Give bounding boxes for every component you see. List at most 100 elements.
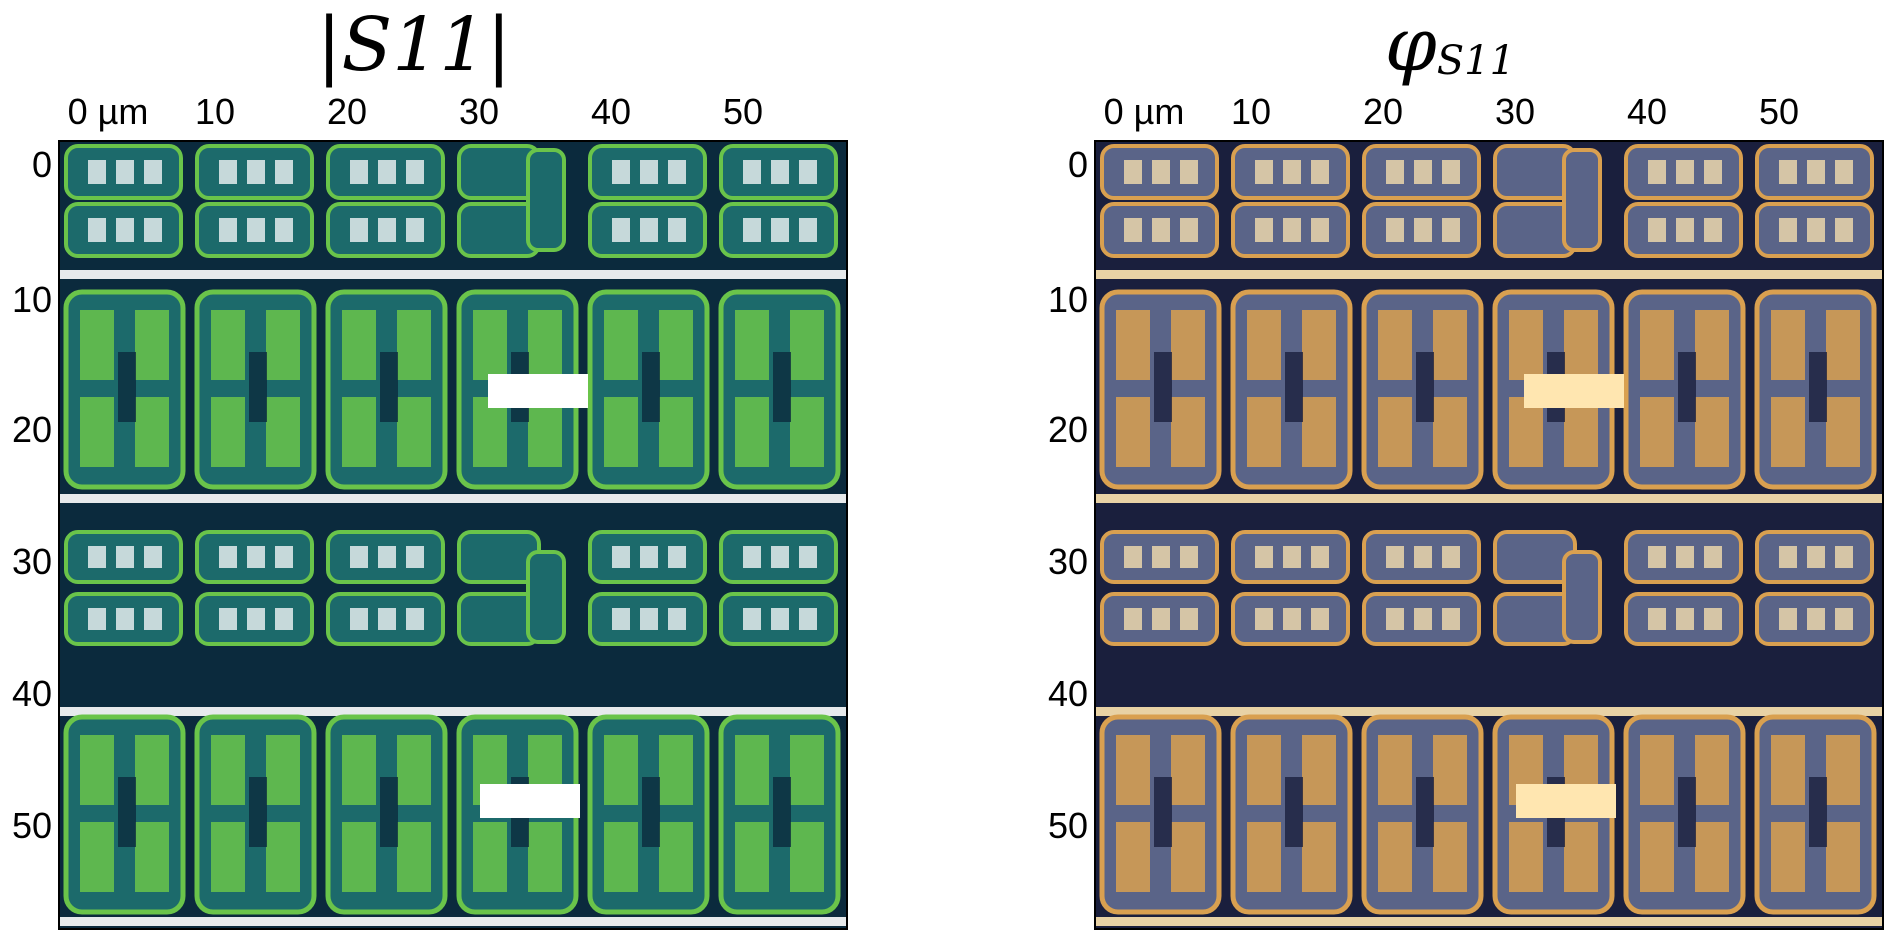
cell-contact bbox=[219, 160, 237, 184]
cell-contact bbox=[1835, 546, 1853, 568]
cell-contact bbox=[735, 397, 769, 467]
cell-contact bbox=[1116, 822, 1150, 892]
cell-contact bbox=[1433, 397, 1467, 467]
cell-contact bbox=[668, 218, 686, 242]
cell-contact bbox=[1255, 160, 1273, 184]
cell-gap bbox=[1154, 777, 1172, 847]
cell-contact bbox=[144, 608, 162, 630]
cell-contact bbox=[1180, 160, 1198, 184]
cell-contact bbox=[350, 160, 368, 184]
magnitude-image bbox=[58, 140, 848, 930]
cell-contact bbox=[342, 310, 376, 380]
cell-gap bbox=[1416, 352, 1434, 422]
cell-contact bbox=[735, 310, 769, 380]
cell-contact bbox=[88, 218, 106, 242]
cell-contact bbox=[1247, 822, 1281, 892]
cell-contact bbox=[1171, 310, 1205, 380]
cell-contact bbox=[1648, 218, 1666, 242]
cell-contact bbox=[668, 160, 686, 184]
x-tick: 50 bbox=[722, 91, 764, 132]
cell-gap bbox=[380, 777, 398, 847]
cell-contact bbox=[1180, 218, 1198, 242]
magnitude-panel: |S11| 0 µm 10 20 30 40 50 0 10 20 30 40 … bbox=[0, 0, 900, 940]
x-tick: 0 µm bbox=[67, 91, 149, 132]
phase-title-symbol: φ bbox=[1384, 2, 1437, 88]
cell-contact bbox=[266, 822, 300, 892]
cell-contact bbox=[1771, 735, 1805, 805]
cell-contact bbox=[350, 218, 368, 242]
cell-contact bbox=[790, 310, 824, 380]
cell-contact bbox=[342, 822, 376, 892]
cell-contact bbox=[1283, 218, 1301, 242]
cell-contact bbox=[247, 160, 265, 184]
cell-contact bbox=[247, 546, 265, 568]
x-tick: 40 bbox=[590, 91, 632, 132]
cell-contact bbox=[799, 608, 817, 630]
cell-contact bbox=[397, 310, 431, 380]
cell-contact bbox=[1386, 546, 1404, 568]
cell-gap bbox=[642, 777, 660, 847]
rail-stripe bbox=[60, 917, 846, 926]
cell-contact bbox=[771, 546, 789, 568]
cell-gap bbox=[1678, 352, 1696, 422]
cell-contact bbox=[1704, 218, 1722, 242]
phase-title: φS11 bbox=[1000, 0, 1890, 90]
cell-contact bbox=[406, 160, 424, 184]
cell-contact bbox=[1771, 822, 1805, 892]
cell-contact bbox=[640, 218, 658, 242]
cell-contact bbox=[1779, 218, 1797, 242]
cell-contact bbox=[1695, 822, 1729, 892]
cell-gap bbox=[118, 777, 136, 847]
cell-contact bbox=[219, 608, 237, 630]
cell-contact bbox=[640, 160, 658, 184]
cell-contact bbox=[1835, 218, 1853, 242]
cell-contact bbox=[80, 822, 114, 892]
cell-gap bbox=[1678, 777, 1696, 847]
cell-contact bbox=[1564, 310, 1598, 380]
cell-contact bbox=[406, 218, 424, 242]
x-tick: 30 bbox=[458, 91, 500, 132]
cell-contact bbox=[266, 397, 300, 467]
cell-contact bbox=[1171, 822, 1205, 892]
cell-contact bbox=[342, 397, 376, 467]
cell-contact bbox=[1311, 160, 1329, 184]
cell-contact bbox=[1152, 608, 1170, 630]
magnitude-title: |S11| bbox=[0, 0, 864, 90]
cell-contact bbox=[790, 735, 824, 805]
cell-contact bbox=[1180, 546, 1198, 568]
cell-contact bbox=[135, 310, 169, 380]
cell-contact bbox=[88, 160, 106, 184]
cell-contact bbox=[1124, 546, 1142, 568]
phase-panel: φS11 0 µm 10 20 30 40 50 0 10 20 30 40 5… bbox=[1036, 0, 1890, 940]
cell-contact bbox=[350, 546, 368, 568]
cell-contact bbox=[1807, 608, 1825, 630]
cell-contact bbox=[735, 735, 769, 805]
cell-contact bbox=[1283, 608, 1301, 630]
cell-contact bbox=[1640, 397, 1674, 467]
cell-contact bbox=[1676, 546, 1694, 568]
cell-contact bbox=[80, 735, 114, 805]
cell-contact bbox=[612, 160, 630, 184]
cell-contact bbox=[1152, 546, 1170, 568]
cell-contact bbox=[743, 160, 761, 184]
cell-gap bbox=[1809, 352, 1827, 422]
phase-map bbox=[1096, 142, 1882, 928]
cell-contact bbox=[1564, 397, 1598, 467]
cell-contact bbox=[743, 546, 761, 568]
cell-contact bbox=[1779, 160, 1797, 184]
cell-gap bbox=[380, 352, 398, 422]
rail-stripe bbox=[1096, 270, 1882, 279]
magnitude-title-text: |S11| bbox=[316, 2, 512, 88]
cell-contact bbox=[612, 218, 630, 242]
cell-contact bbox=[1704, 608, 1722, 630]
cell-contact bbox=[1247, 310, 1281, 380]
cell-gap bbox=[249, 352, 267, 422]
center-pad bbox=[526, 550, 566, 644]
cell-contact bbox=[1826, 735, 1860, 805]
cell-gap bbox=[1285, 352, 1303, 422]
cell-contact bbox=[135, 822, 169, 892]
cell-gap bbox=[1154, 352, 1172, 422]
center-pad bbox=[1562, 550, 1602, 644]
center-pad bbox=[1562, 148, 1602, 252]
cell-contact bbox=[1442, 218, 1460, 242]
